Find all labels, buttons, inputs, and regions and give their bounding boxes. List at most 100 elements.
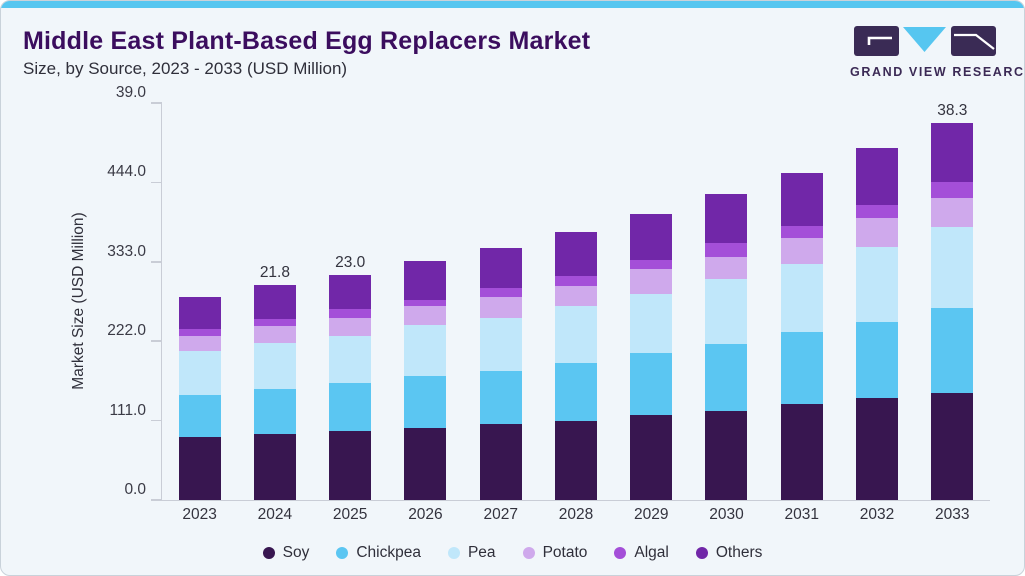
bar-stack-2029 <box>630 214 673 500</box>
legend-label: Chickpea <box>356 544 421 561</box>
bar-column-2025: 23.0 <box>313 103 388 500</box>
bar-segment-2029-pea <box>630 294 673 353</box>
legend-label: Potato <box>542 544 588 561</box>
bar-stack-2025 <box>329 274 372 500</box>
y-axis-title: Market Size (USD Million) <box>70 212 87 390</box>
bar-segment-2031-algal <box>780 225 823 239</box>
bar-segment-2027-algal <box>479 288 522 298</box>
bar-segment-2028-others <box>554 231 597 277</box>
bar-segment-2025-pea <box>329 335 372 384</box>
bar-stack-2027 <box>479 248 522 500</box>
y-tick-label: 0.0 <box>124 481 146 498</box>
bar-segment-2028-chickpea <box>554 362 597 421</box>
bar-segment-2023-soy <box>178 436 221 500</box>
bar-segment-2030-chickpea <box>705 343 748 411</box>
bar-segment-2024-potato <box>253 325 296 343</box>
bar-segment-2025-others <box>329 274 372 309</box>
bar-segment-2030-soy <box>705 410 748 500</box>
x-tick-label-2025: 2025 <box>332 506 368 523</box>
bar-column-2030 <box>689 103 764 500</box>
bar-segment-2029-others <box>630 214 673 260</box>
page-subtitle: Size, by Source, 2023 - 2033 (USD Millio… <box>23 59 348 78</box>
bar-stack-2031 <box>780 172 823 500</box>
bar-segment-2029-potato <box>630 268 673 295</box>
page-title: Middle East Plant-Based Egg Replacers Ma… <box>23 27 591 55</box>
bar-column-2024: 21.8 <box>237 103 312 500</box>
bar-column-2026 <box>388 103 463 500</box>
y-tick-label: 222.0 <box>107 322 146 340</box>
bar-segment-2031-others <box>780 172 823 226</box>
bar-segment-2029-algal <box>630 259 673 269</box>
bar-segment-2033-soy <box>931 392 974 500</box>
bar-column-2031 <box>764 103 839 500</box>
bar-segment-2027-pea <box>479 317 522 371</box>
bar-segment-2031-chickpea <box>780 332 823 405</box>
bar-total-label-2033: 38.3 <box>937 101 968 119</box>
legend-item-soy: Soy <box>262 544 310 562</box>
x-tick-label-2033: 2033 <box>935 506 970 523</box>
bar-segment-2033-others <box>931 122 974 182</box>
bar-segment-2027-chickpea <box>479 370 522 425</box>
x-tick-label-2032: 2032 <box>859 506 895 523</box>
legend-dot-icon <box>614 547 627 559</box>
bar-segment-2029-soy <box>630 414 673 500</box>
bar-stack-2032 <box>856 147 899 500</box>
bar-segment-2033-pea <box>931 227 974 309</box>
bar-column-2032 <box>839 103 914 500</box>
bar-segment-2026-algal <box>404 299 447 307</box>
bar-segment-2026-chickpea <box>404 376 447 429</box>
bar-segment-2023-potato <box>178 336 221 351</box>
bar-segment-2028-potato <box>554 286 597 307</box>
y-tick-mark <box>151 499 162 501</box>
bar-segment-2032-soy <box>856 398 899 500</box>
bar-segment-2026-others <box>404 261 447 300</box>
y-tick-mark <box>151 181 162 184</box>
bar-segment-2029-chickpea <box>630 352 673 415</box>
bar-segment-2024-chickpea <box>253 388 296 435</box>
accent-topbar <box>1 1 1024 8</box>
bar-stack-2028 <box>554 231 597 500</box>
bar-segment-2031-pea <box>780 264 823 333</box>
bar-segment-2028-pea <box>554 306 597 363</box>
y-tick-mark <box>151 419 162 422</box>
legend-item-potato: Potato <box>522 544 588 562</box>
bar-segment-2032-algal <box>856 204 899 219</box>
bar-segment-2024-soy <box>253 434 296 500</box>
bar-total-label-2025: 23.0 <box>335 253 366 271</box>
x-tick-label-2028: 2028 <box>558 506 594 523</box>
legend-item-others: Others <box>695 544 762 562</box>
bar-stack-2023 <box>178 296 221 500</box>
y-tick-mark <box>151 261 162 263</box>
bar-segment-2033-algal <box>931 181 974 199</box>
x-tick-label-2024: 2024 <box>257 506 293 523</box>
y-tick-mark <box>151 340 162 342</box>
bar-column-2033: 38.3 <box>915 101 990 500</box>
legend-dot-icon <box>447 547 460 559</box>
bar-segment-2027-potato <box>479 297 522 318</box>
bar-segment-2032-pea <box>856 246 899 323</box>
bar-segment-2033-potato <box>931 198 974 228</box>
legend-dot-icon <box>262 547 275 559</box>
bar-segment-2025-potato <box>329 318 372 336</box>
legend-label: Pea <box>467 544 496 561</box>
brand-logo-text: GRAND VIEW RESEARCH <box>850 65 1025 79</box>
bar-segment-2030-others <box>705 194 748 244</box>
grand-view-research-logo-icon <box>854 26 996 56</box>
legend-dot-icon <box>336 547 349 559</box>
x-tick-label-2027: 2027 <box>483 506 518 523</box>
bar-segment-2026-soy <box>404 428 447 500</box>
x-tick-label-2030: 2030 <box>709 506 744 523</box>
bar-segment-2024-algal <box>253 318 296 326</box>
bar-segment-2026-pea <box>404 325 447 377</box>
bar-segment-2023-others <box>178 296 221 329</box>
x-axis-labels: 2023 2024 2025 2026 2027 2028 2029 2030 2031 2032… <box>162 506 990 524</box>
legend-label: Soy <box>282 544 310 561</box>
legend-item-chickpea: Chickpea <box>336 544 421 562</box>
bar-segment-2032-chickpea <box>856 322 899 399</box>
x-tick-label-2026: 2026 <box>408 506 443 523</box>
x-tick-label-2031: 2031 <box>784 506 819 523</box>
bar-segment-2024-pea <box>253 342 296 389</box>
bar-stack-2026 <box>404 261 447 500</box>
bar-segment-2027-others <box>479 248 522 289</box>
bar-segment-2028-algal <box>554 276 597 287</box>
